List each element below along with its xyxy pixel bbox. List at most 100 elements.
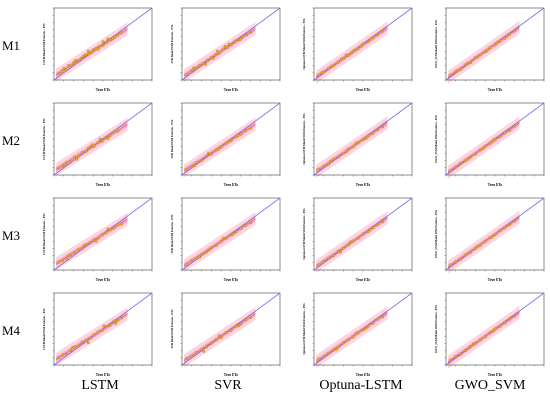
data-point — [86, 341, 90, 345]
data-point — [116, 318, 120, 322]
data-point — [320, 71, 324, 75]
data-point — [67, 64, 71, 68]
data-point — [349, 51, 353, 55]
data-point — [317, 263, 321, 267]
data-point — [478, 148, 482, 152]
data-point — [351, 335, 355, 339]
data-point — [329, 159, 333, 163]
data-point — [508, 32, 512, 36]
data-point — [371, 36, 375, 39]
data-point — [368, 228, 372, 232]
data-point — [98, 137, 102, 141]
data-point — [90, 143, 94, 147]
data-point — [469, 155, 472, 159]
data-point — [113, 35, 117, 39]
data-point — [86, 146, 90, 150]
data-point — [65, 257, 69, 260]
data-point — [192, 66, 196, 70]
y-axis-label: LSTM Model With Features - ETo — [43, 308, 46, 350]
data-point — [371, 131, 375, 135]
data-point — [354, 331, 358, 335]
data-point — [490, 235, 494, 239]
data-point — [239, 132, 243, 136]
data-point — [361, 328, 365, 332]
data-point — [77, 59, 80, 63]
data-point — [317, 167, 321, 171]
data-point — [381, 220, 385, 224]
data-point — [101, 40, 105, 44]
fit-line — [55, 123, 128, 170]
data-point — [233, 39, 237, 43]
data-point — [108, 133, 112, 137]
scatter-panel: True ETo Optuna-LSTM Model With Features … — [303, 7, 413, 92]
data-point — [239, 37, 243, 41]
data-point — [91, 48, 95, 52]
data-point — [205, 345, 208, 349]
data-point — [60, 69, 64, 73]
x-axis-label: True ETo — [224, 183, 239, 187]
data-point — [332, 254, 336, 258]
scatter-panel: True ETo GWO_SVM Model With Features - ET… — [435, 197, 545, 282]
data-point — [236, 133, 240, 137]
data-point — [219, 239, 223, 243]
data-point — [473, 246, 477, 250]
data-point — [102, 324, 106, 328]
x-axis-label: True ETo — [96, 278, 111, 282]
row-label-m3: M3 — [2, 228, 21, 243]
data-point — [219, 336, 223, 340]
data-point — [503, 36, 507, 40]
x-axis-label: True ETo — [488, 88, 503, 92]
data-point — [195, 351, 199, 355]
data-point — [244, 128, 248, 132]
data-point — [80, 151, 84, 155]
data-point — [322, 355, 326, 359]
col-label-svr: SVR — [214, 378, 242, 393]
data-point — [73, 251, 77, 255]
data-point — [190, 69, 194, 73]
data-point — [211, 56, 215, 60]
data-point — [227, 42, 231, 46]
data-point — [57, 356, 61, 360]
data-point — [339, 57, 343, 61]
data-point — [234, 324, 238, 328]
data-point — [317, 357, 321, 361]
data-point — [498, 324, 502, 328]
data-point — [65, 161, 69, 165]
data-point — [205, 250, 208, 254]
data-point — [224, 236, 228, 240]
data-point — [207, 151, 210, 155]
data-point — [449, 263, 453, 267]
data-point — [57, 260, 61, 264]
data-point — [61, 259, 65, 263]
data-point — [483, 335, 487, 339]
y-axis-label: SVR Model With Features - ETo — [171, 119, 174, 158]
data-point — [503, 226, 507, 229]
data-point — [337, 60, 340, 64]
data-point — [330, 64, 334, 68]
data-point — [381, 29, 385, 33]
data-point — [112, 130, 116, 134]
y-axis-label: GWO_SVM Model With Features - ETo — [435, 209, 438, 258]
scatter-panel: True ETo GWO_SVM Model With Features - ET… — [435, 292, 545, 377]
data-point — [234, 230, 238, 234]
data-point — [100, 233, 104, 237]
data-point — [493, 233, 497, 237]
data-point — [508, 317, 512, 321]
data-point — [245, 33, 249, 37]
data-point — [505, 34, 509, 38]
data-point — [202, 349, 206, 353]
data-point — [508, 128, 512, 132]
fit-line — [55, 218, 128, 265]
data-point — [337, 345, 340, 349]
data-point — [244, 318, 248, 322]
data-point — [106, 227, 110, 231]
data-point — [454, 165, 458, 169]
data-point — [57, 166, 61, 170]
data-point — [332, 157, 336, 161]
data-point — [466, 61, 470, 65]
data-point — [204, 62, 207, 66]
scatter-panel: True ETo LSTM Model With Features - ETo — [43, 292, 153, 377]
data-point — [88, 145, 92, 149]
fit-line — [55, 313, 128, 360]
data-point — [70, 64, 74, 68]
